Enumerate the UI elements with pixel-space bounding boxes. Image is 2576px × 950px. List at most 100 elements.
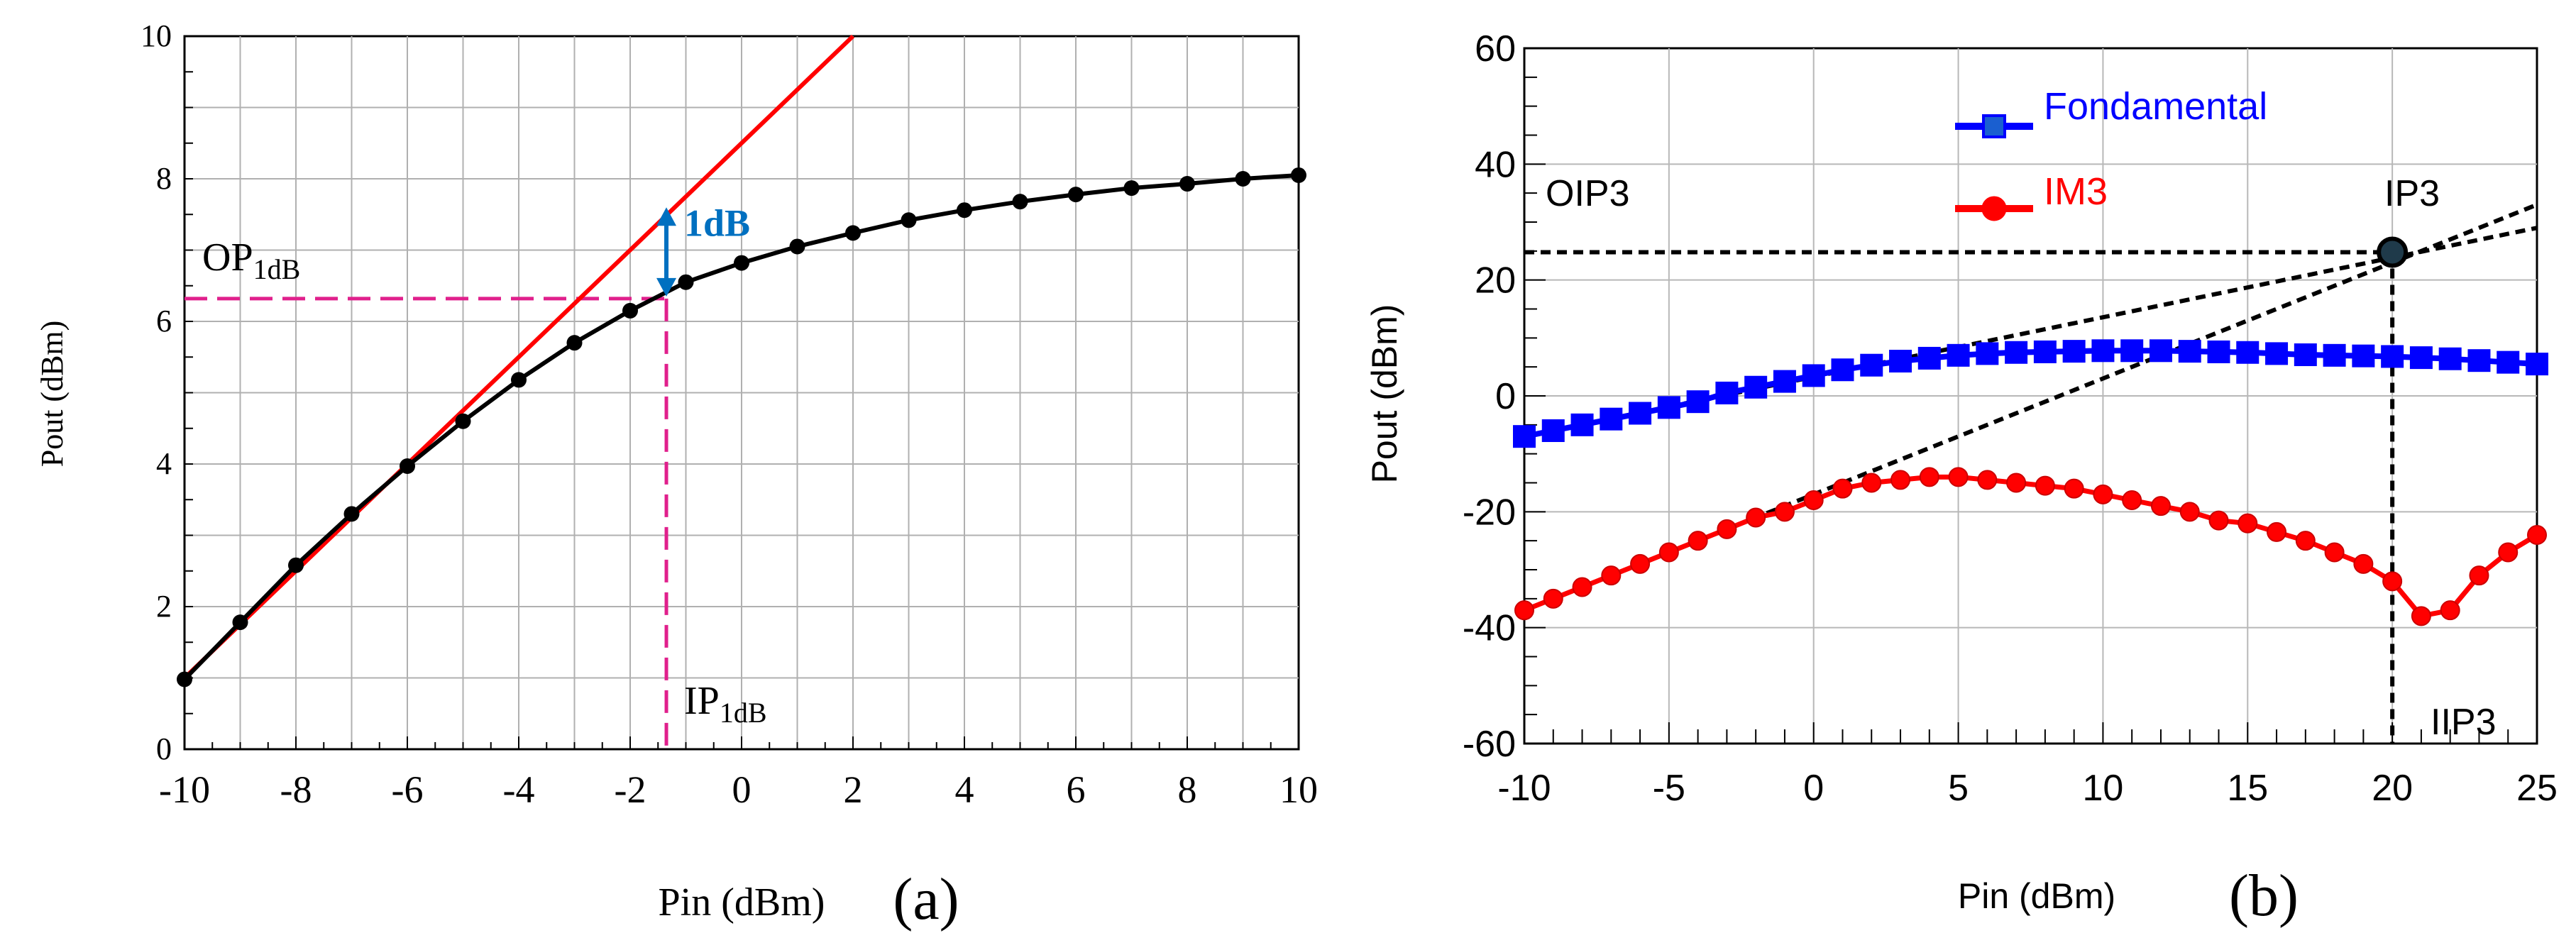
ip3-label: IP3 <box>2384 173 2440 214</box>
im3-data-point <box>1977 470 1998 490</box>
im3-data-point <box>2093 484 2113 504</box>
im3-data-point <box>2527 525 2547 545</box>
im3-data-point <box>2208 510 2229 531</box>
y-tick-label: 20 <box>1475 260 1516 302</box>
x-tick-label: -8 <box>280 768 312 811</box>
panel-a-guides <box>185 297 668 749</box>
pout-data-point <box>566 335 583 351</box>
im3-data-point <box>1688 531 1708 551</box>
fondamental-data-point <box>1860 353 1883 377</box>
x-tick-label: 25 <box>2516 768 2558 809</box>
x-tick-label: 15 <box>2227 768 2268 809</box>
y-tick-label: 4 <box>156 446 172 481</box>
panel-b-x-axis-label: Pin (dBm) <box>1958 876 2115 916</box>
im3-data-point <box>1717 519 1737 539</box>
fondamental-data-point <box>1513 425 1536 448</box>
fondamental-data-point <box>1976 342 1999 365</box>
legend-fondamental-marker <box>1982 114 2006 138</box>
im3-data-point <box>1948 467 1969 487</box>
fondamental-data-point <box>2062 340 2086 363</box>
im3-data-point <box>1890 470 1911 490</box>
im3-data-point <box>1514 600 1534 621</box>
fondamental-data-point <box>1629 402 1652 425</box>
pout-data-point <box>1012 194 1028 210</box>
im3-data-point <box>2440 600 2460 621</box>
im3-data-point <box>2498 542 2519 563</box>
im3-data-point <box>1601 565 1622 586</box>
im3-data-point <box>1572 577 1592 597</box>
im3-data-point <box>1658 542 1679 563</box>
compression-arrow-head-down <box>656 277 677 297</box>
legend-im3-label: IM3 <box>2044 170 2108 213</box>
im3-data-point <box>2179 502 2200 522</box>
y-tick-label: 6 <box>156 304 172 338</box>
im3-data-point <box>2324 542 2345 563</box>
y-tick-label: 60 <box>1475 28 1516 70</box>
fondamental-data-point <box>2033 340 2057 363</box>
fondamental-data-point <box>2005 341 2028 364</box>
panel-b: -10 -5 0 5 10 15 20 25 -60 -40 -20 0 20 40 60 OIP3 IP3… <box>1365 28 2558 929</box>
y-tick-label: 40 <box>1475 144 1516 185</box>
fondamental-data-point <box>2265 342 2289 365</box>
fondamental-data-point <box>1600 407 1623 431</box>
y-tick-label: -60 <box>1463 724 1516 765</box>
oip3-label: OIP3 <box>1546 173 1630 214</box>
x-tick-label: 0 <box>732 768 752 811</box>
im3-data-point <box>2469 565 2489 586</box>
fondamental-data-point <box>2381 345 2404 368</box>
x-tick-label: 4 <box>955 768 974 811</box>
x-tick-label: 10 <box>1279 768 1318 811</box>
fondamental-data-point <box>2207 340 2230 363</box>
x-tick-label: 0 <box>1803 768 1824 809</box>
pout-data-point <box>177 671 192 687</box>
fondamental-data-point <box>2409 346 2433 370</box>
fondamental-data-point <box>1917 346 1941 370</box>
fondamental-data-point <box>1889 350 1912 372</box>
fondamental-data-point <box>2091 339 2115 363</box>
fondamental-data-point <box>1541 419 1565 442</box>
pout-data-point <box>622 302 638 319</box>
panel-a-ticks <box>184 35 1299 750</box>
pout-data-point <box>1291 167 1306 183</box>
panel-a-y-axis-label: Pout (dBm) <box>35 321 70 468</box>
fondamental-data-point <box>2323 343 2346 367</box>
im3-data-point <box>2411 606 2431 626</box>
pout-data-point <box>845 225 861 241</box>
im3-data-point <box>2353 553 2374 574</box>
panel-a-tick-labels: -10 -8 -6 -4 -2 0 2 4 6 8 10 0 2 4 6 8 10 <box>141 18 1318 811</box>
legend-fondamental-label: Fondamental <box>2044 85 2267 128</box>
x-tick-label: 6 <box>1067 768 1086 811</box>
x-tick-label: -4 <box>503 768 535 811</box>
im3-data-point <box>1919 467 1939 487</box>
pout-data-point <box>901 212 917 228</box>
im3-data-point <box>2238 513 2258 534</box>
panel-b-tick-labels: -10 -5 0 5 10 15 20 25 -60 -40 -20 0 20 40 60 <box>1463 28 2558 809</box>
im3-data-point <box>1543 588 1563 609</box>
fondamental-data-point <box>1686 390 1710 414</box>
pout-data-point <box>1123 180 1140 197</box>
y-tick-label: 0 <box>156 731 172 766</box>
fondamental-data-point <box>1657 396 1680 419</box>
im3-data-point <box>1803 490 1824 510</box>
ip3-point-marker <box>2377 236 2409 268</box>
fondamental-data-point <box>1831 358 1854 382</box>
im3-data-point <box>2267 521 2287 542</box>
fondamental-data-point <box>2497 350 2520 374</box>
panel-b-label: (b) <box>2229 863 2299 929</box>
op1db-label: OP1dB <box>202 236 300 285</box>
y-tick-label: 2 <box>156 589 172 624</box>
fondamental-data-point <box>2352 344 2375 368</box>
fondamental-data-point <box>2149 339 2172 363</box>
fondamental-data-point <box>2526 353 2548 376</box>
im3-data-point <box>1774 502 1795 522</box>
im3-data-point <box>1861 473 1882 493</box>
pout-data-point <box>734 255 749 271</box>
compression-arrow-head-up <box>656 207 677 226</box>
op1db-label-sub: 1dB <box>253 253 301 285</box>
ip1db-label-sub: 1dB <box>720 697 767 729</box>
y-tick-label: 8 <box>156 161 172 196</box>
panel-b-series <box>1513 236 2548 626</box>
im3-data-point <box>2064 478 2084 499</box>
im3-data-point <box>2006 473 2027 493</box>
im3-data-point <box>1746 507 1766 528</box>
